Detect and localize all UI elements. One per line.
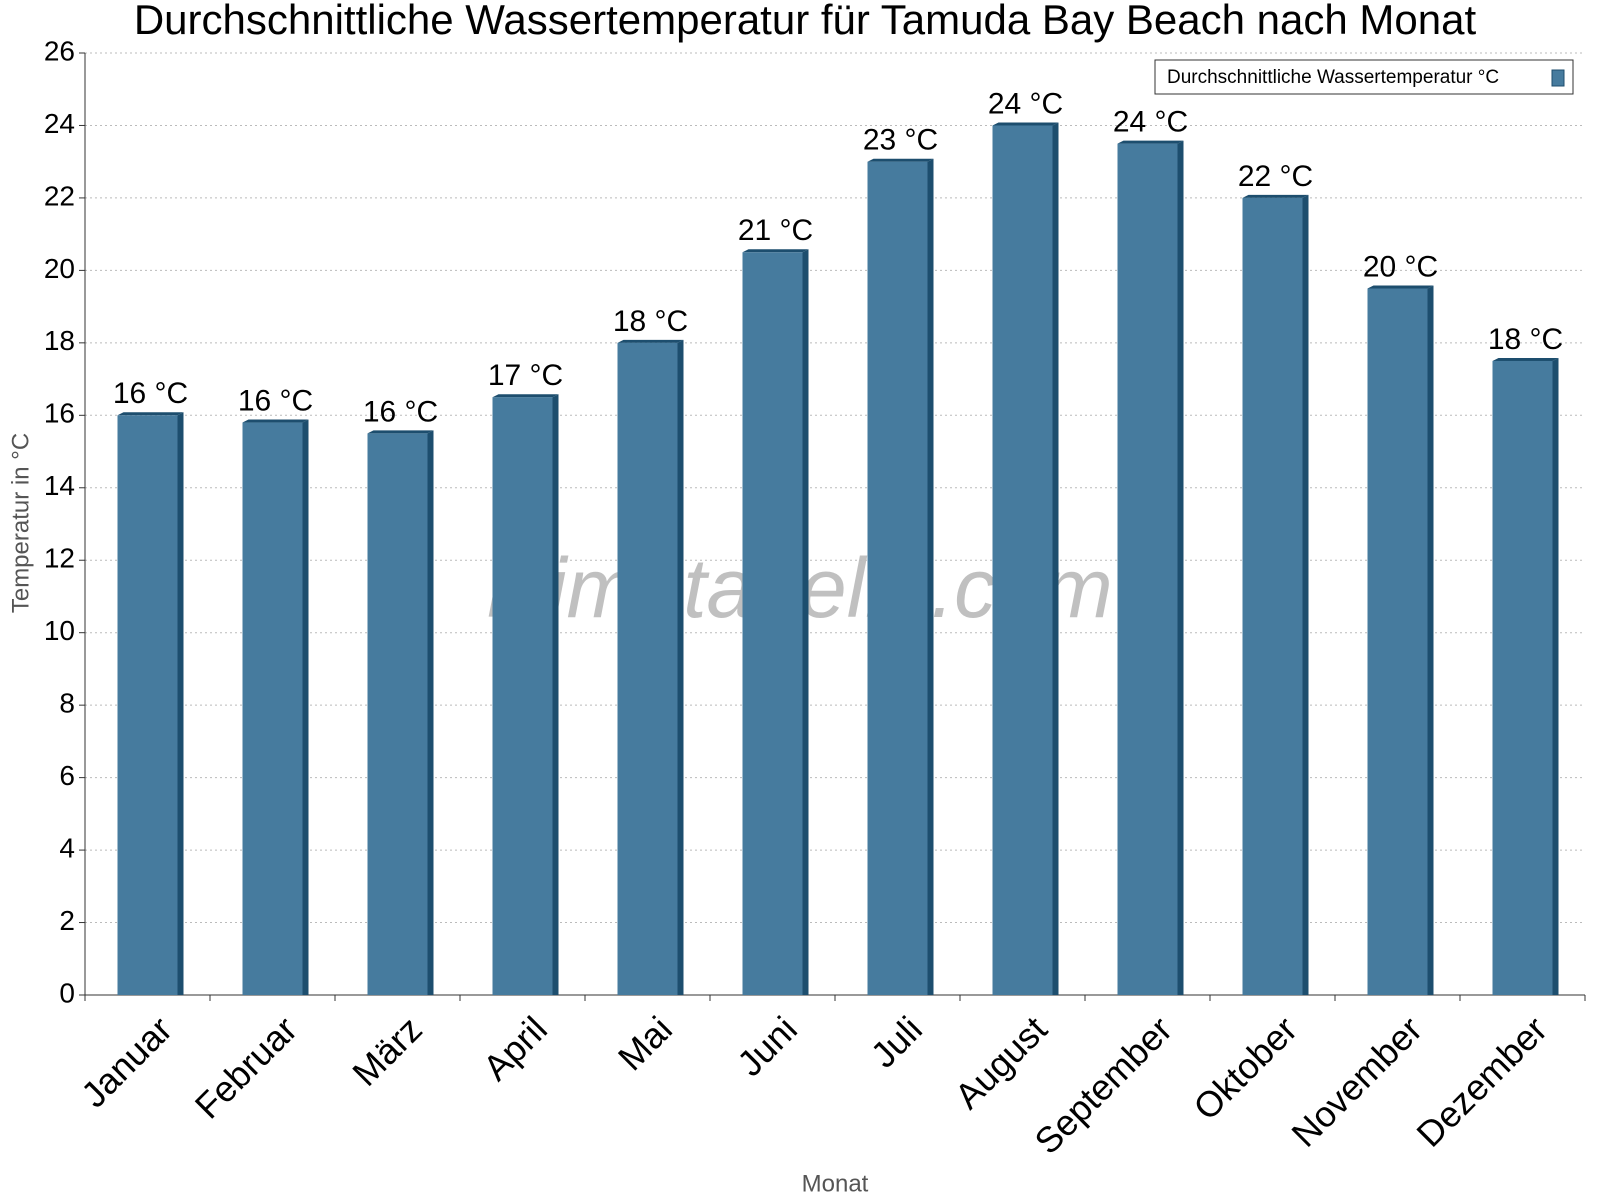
y-tick-label: 18 (44, 325, 75, 356)
legend-swatch (1551, 69, 1565, 87)
value-label: 24 °C (1113, 105, 1188, 138)
y-tick-label: 8 (59, 688, 75, 719)
bar-side (1177, 140, 1184, 996)
bar-top (867, 158, 934, 162)
bar-top (742, 249, 809, 253)
bar-top (492, 394, 559, 398)
bar-side (302, 419, 309, 995)
bar (367, 433, 428, 995)
bar-side (552, 394, 559, 995)
y-tick-label: 24 (44, 108, 75, 139)
value-label: 16 °C (113, 377, 188, 410)
y-tick-label: 14 (44, 470, 75, 501)
bar (742, 252, 803, 995)
y-tick-label: 26 (44, 35, 75, 66)
chart-title: Durchschnittliche Wassertemperatur für T… (134, 0, 1477, 43)
bar-top (1242, 194, 1309, 198)
bar (1242, 197, 1303, 995)
y-axis-title: Temperatur in °C (7, 433, 34, 613)
y-tick-label: 2 (59, 905, 75, 936)
bar-side (427, 430, 434, 995)
y-tick-label: 12 (44, 543, 75, 574)
bar (992, 125, 1053, 995)
bar (492, 397, 553, 995)
y-tick-label: 22 (44, 180, 75, 211)
y-tick-label: 6 (59, 760, 75, 791)
bar (242, 422, 303, 995)
bar (867, 161, 928, 995)
bar-top (1117, 140, 1184, 144)
bar-top (242, 419, 309, 423)
bar (1492, 360, 1553, 995)
value-label: 18 °C (613, 305, 688, 338)
value-label: 21 °C (738, 214, 813, 247)
value-label: 17 °C (488, 359, 563, 392)
value-label: 24 °C (988, 87, 1063, 120)
bar-side (927, 158, 934, 995)
bar-top (117, 412, 184, 416)
bar-side (677, 339, 684, 995)
bar-top (367, 430, 434, 434)
y-tick-label: 0 (59, 977, 75, 1008)
value-label: 22 °C (1238, 160, 1313, 193)
bar-side (1427, 285, 1434, 995)
bar-top (1492, 357, 1559, 361)
value-label: 16 °C (363, 395, 438, 428)
bar (117, 415, 178, 995)
bar-top (617, 339, 684, 343)
value-label: 20 °C (1363, 250, 1438, 283)
bar (1367, 288, 1428, 995)
bar-side (1552, 357, 1559, 995)
bar-top (992, 122, 1059, 126)
bar-top (1367, 285, 1434, 289)
x-axis-title: Monat (802, 1170, 869, 1197)
bar-side (177, 412, 184, 995)
y-tick-label: 4 (59, 832, 75, 863)
y-tick-label: 16 (44, 398, 75, 429)
bar (1117, 143, 1178, 996)
value-label: 23 °C (863, 124, 938, 157)
value-label: 18 °C (1488, 323, 1563, 356)
y-tick-label: 10 (44, 615, 75, 646)
legend-box (1154, 59, 1574, 95)
y-tick-label: 20 (44, 253, 75, 284)
legend-label: Durchschnittliche Wassertemperatur °C (1167, 67, 1499, 88)
bar-side (802, 249, 809, 995)
bar-side (1052, 122, 1059, 995)
value-label: 16 °C (238, 384, 313, 417)
bar (617, 342, 678, 995)
bar-side (1302, 194, 1309, 995)
